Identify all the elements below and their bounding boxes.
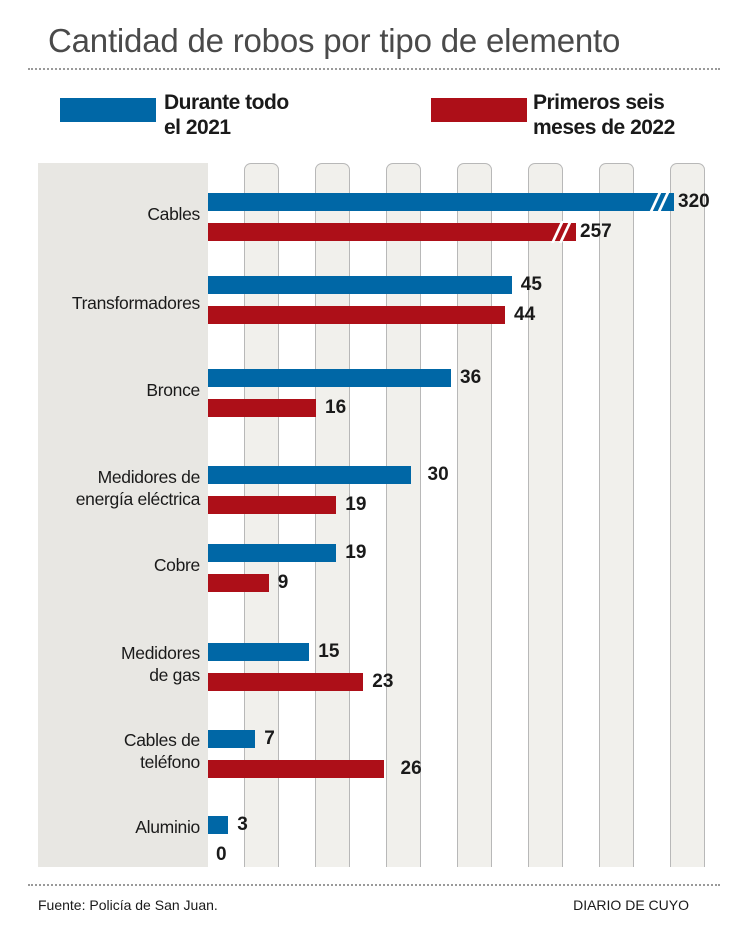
value-label-2022: 0 xyxy=(216,844,227,865)
bar-2022 xyxy=(208,760,384,778)
legend-label-2022: Primeros seis meses de 2022 xyxy=(533,90,675,140)
value-label-2021: 3 xyxy=(237,814,248,835)
category-label: Cobre xyxy=(153,555,200,575)
value-label-2022: 16 xyxy=(325,397,347,418)
bar-2022 xyxy=(208,399,316,417)
source-note: Fuente: Policía de San Juan. xyxy=(38,897,218,913)
bar-2021 xyxy=(208,466,411,484)
top-divider xyxy=(28,68,720,70)
value-label-2021: 30 xyxy=(427,464,449,485)
legend-swatch-2022 xyxy=(431,98,527,122)
value-label-2022: 19 xyxy=(345,494,367,515)
value-label-2021: 7 xyxy=(264,728,275,749)
bar-2022 xyxy=(208,306,505,324)
category-label: Cables xyxy=(147,204,200,224)
bar-2022 xyxy=(208,496,337,514)
chart-title: Cantidad de robos por tipo de elemento xyxy=(48,22,621,59)
column-stripe xyxy=(670,163,705,867)
legend-swatch-2021 xyxy=(60,98,156,122)
category-label: Bronce xyxy=(146,380,200,400)
category-label: Aluminio xyxy=(135,817,200,837)
category-label: Transformadores xyxy=(71,293,200,313)
category-label: Medidores de energía eléctrica xyxy=(75,467,201,509)
value-label-2021: 15 xyxy=(318,641,340,662)
bar-2021 xyxy=(208,369,451,387)
bar-2021 xyxy=(208,730,256,748)
bar-2021 xyxy=(208,193,674,211)
value-label-2021: 36 xyxy=(460,367,482,388)
bar-2021 xyxy=(208,643,310,661)
column-stripe xyxy=(599,163,634,867)
bar-2021 xyxy=(208,816,229,834)
legend-label-2021: Durante todo el 2021 xyxy=(164,90,289,140)
publisher-brand: DIARIO DE CUYO xyxy=(573,897,689,913)
bar-2022 xyxy=(208,574,269,592)
category-label-panel xyxy=(38,163,208,867)
value-label-2022: 44 xyxy=(514,304,536,325)
legend-label-2021-line1: Durante todo xyxy=(164,91,289,114)
column-stripe xyxy=(528,163,563,867)
value-label-2022: 23 xyxy=(372,671,394,692)
bar-2021 xyxy=(208,276,512,294)
value-label-2021: 45 xyxy=(520,274,542,295)
category-label: Cables de teléfono xyxy=(123,730,200,772)
bottom-divider xyxy=(28,884,720,886)
bar-2022 xyxy=(208,223,576,241)
value-label-2022: 257 xyxy=(580,221,612,242)
legend-label-2021-line2: el 2021 xyxy=(164,116,231,139)
column-stripe xyxy=(457,163,492,867)
category-label: Medidores de gas xyxy=(120,643,200,685)
value-label-2022: 9 xyxy=(277,572,289,593)
bar-2021 xyxy=(208,544,337,562)
bar-2022 xyxy=(208,673,364,691)
value-label-2021: 19 xyxy=(345,542,367,563)
legend-label-2022-line2: meses de 2022 xyxy=(533,116,675,139)
value-label-2022: 26 xyxy=(400,758,422,779)
legend-label-2022-line1: Primeros seis xyxy=(533,91,665,114)
value-label-2021: 320 xyxy=(678,191,710,212)
